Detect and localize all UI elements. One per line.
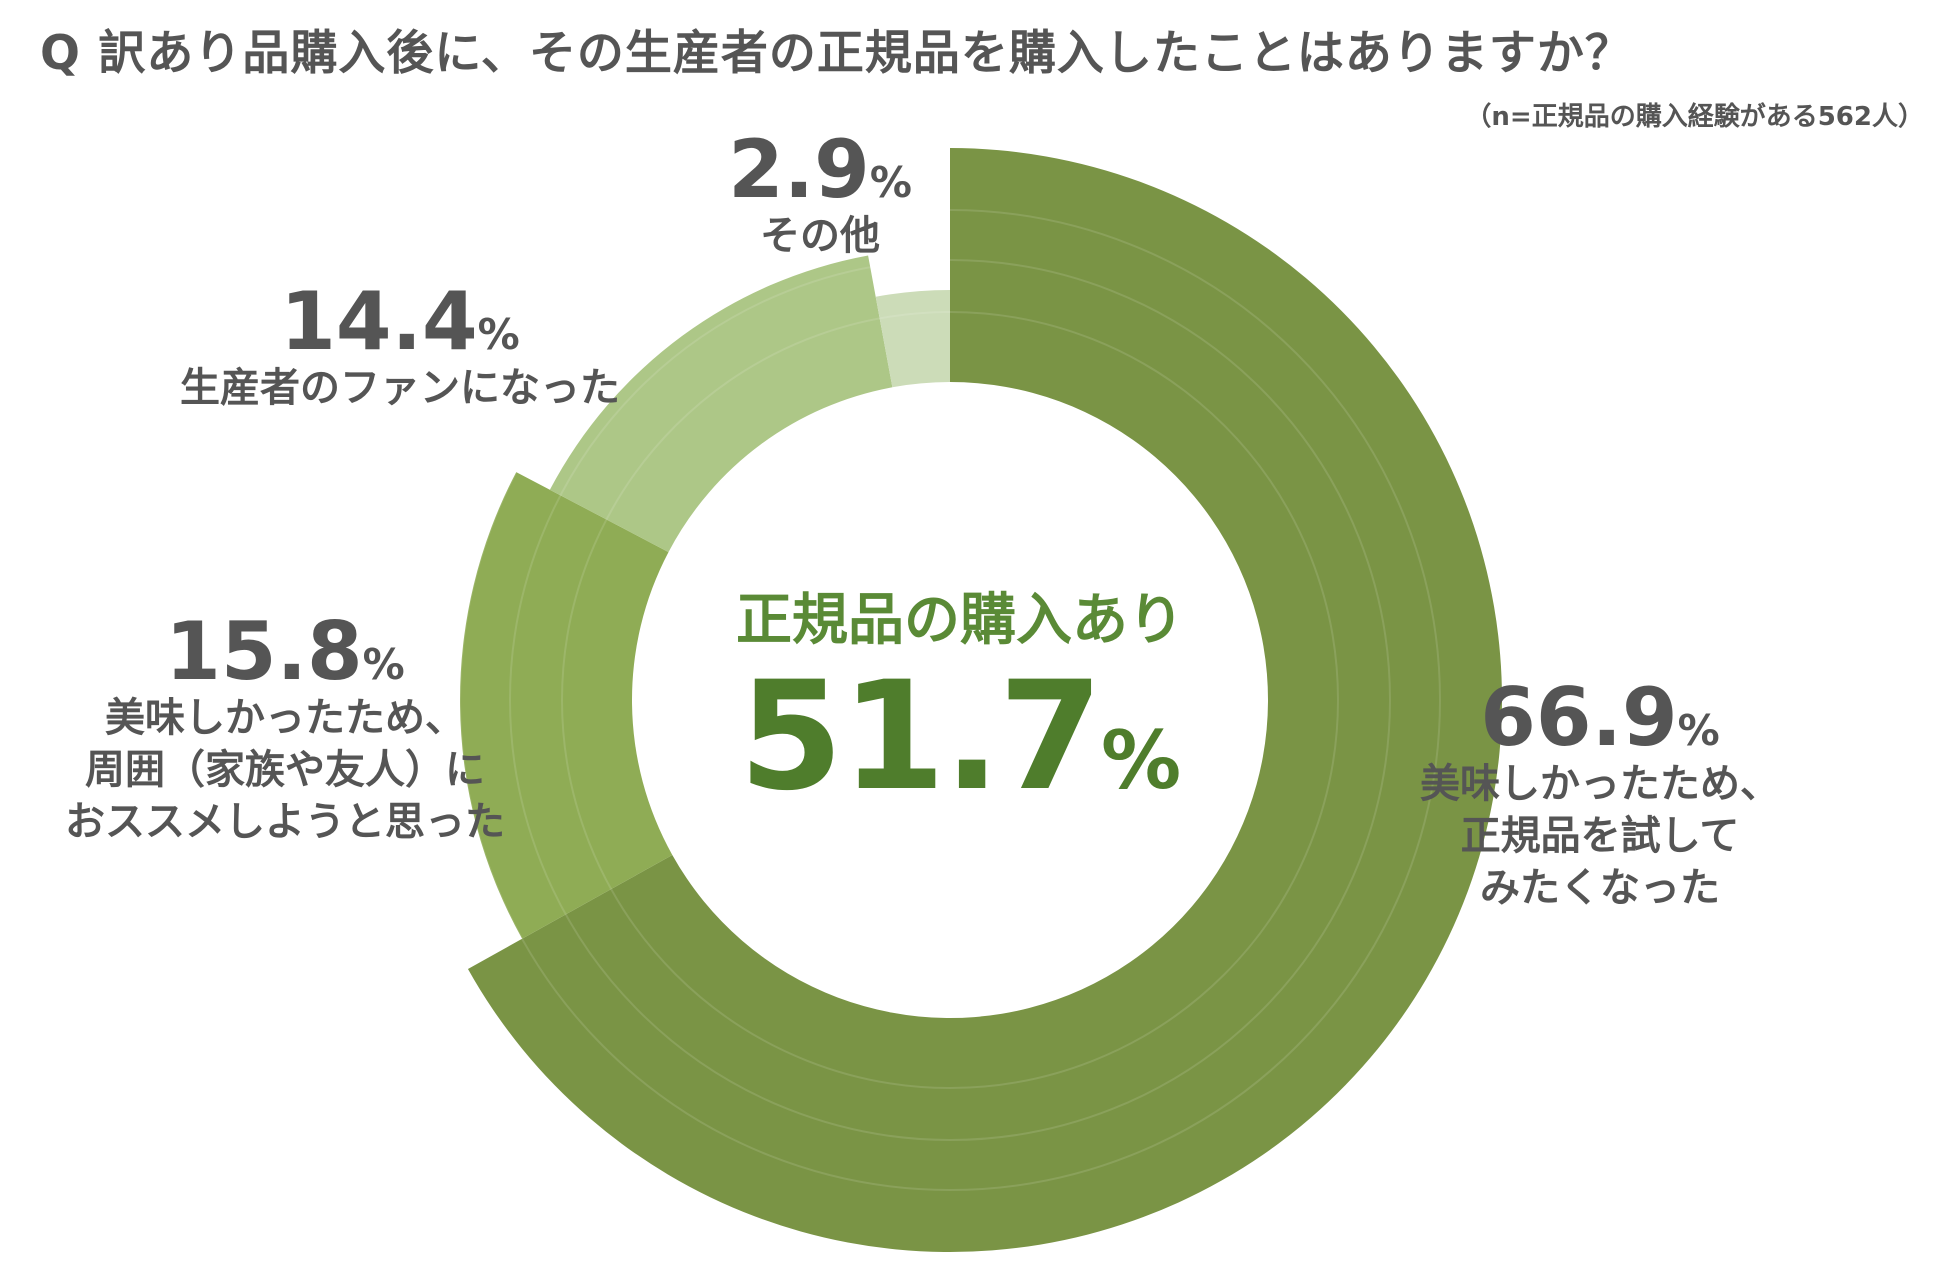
slice-unit: % xyxy=(477,310,520,359)
slice-unit: % xyxy=(362,640,405,689)
slice-value: 15.8 xyxy=(165,605,363,698)
guide-ring-1 xyxy=(509,259,1391,1141)
guide-ring-0 xyxy=(561,311,1339,1089)
slice-unit: % xyxy=(869,158,912,207)
slice-text-line: 生産者のファンになった xyxy=(180,365,620,411)
donut-slice-1 xyxy=(460,472,673,939)
slice-text-line: みたくなった xyxy=(1480,865,1720,911)
slice-text-line: 正規品を試して xyxy=(1460,813,1740,859)
slice-label-tasted-good-try-regular: 66.9% 美味しかったため、 正規品を試して みたくなった xyxy=(1370,678,1830,914)
donut-slice-3 xyxy=(875,290,950,388)
guide-ring-2 xyxy=(459,209,1441,1191)
slice-unit: % xyxy=(1677,706,1720,755)
slice-label-other: 2.9% その他 xyxy=(690,130,950,262)
slice-text-line: 美味しかったため、 xyxy=(105,695,465,741)
sample-size-note: （n=正規品の購入経験がある562人） xyxy=(1465,102,1924,132)
center-value-unit: % xyxy=(1100,714,1182,807)
chart-title: Q 訳あり品購入後に、その生産者の正規品を購入したことはありますか？ xyxy=(40,26,1633,81)
slice-value: 2.9 xyxy=(728,123,870,216)
slice-text-line: その他 xyxy=(760,213,880,259)
slice-value: 66.9 xyxy=(1480,671,1678,764)
donut-slice-0 xyxy=(467,148,1502,1252)
slice-label-became-fan: 14.4% 生産者のファンになった xyxy=(130,282,670,414)
slice-label-recommend-to-others: 15.8% 美味しかったため、 周囲（家族や友人）に おススメしようと思った xyxy=(0,612,570,848)
slice-value: 14.4 xyxy=(280,275,478,368)
center-label: 正規品の購入あり xyxy=(736,588,1184,653)
slice-text-line: おススメしようと思った xyxy=(65,799,505,845)
slice-text-line: 美味しかったため、 xyxy=(1420,761,1780,807)
center-value: 51.7% xyxy=(700,650,1220,824)
center-value-number: 51.7 xyxy=(738,650,1103,824)
donut-slice-2 xyxy=(549,255,893,553)
slice-text-line: 周囲（家族や友人）に xyxy=(85,747,485,793)
